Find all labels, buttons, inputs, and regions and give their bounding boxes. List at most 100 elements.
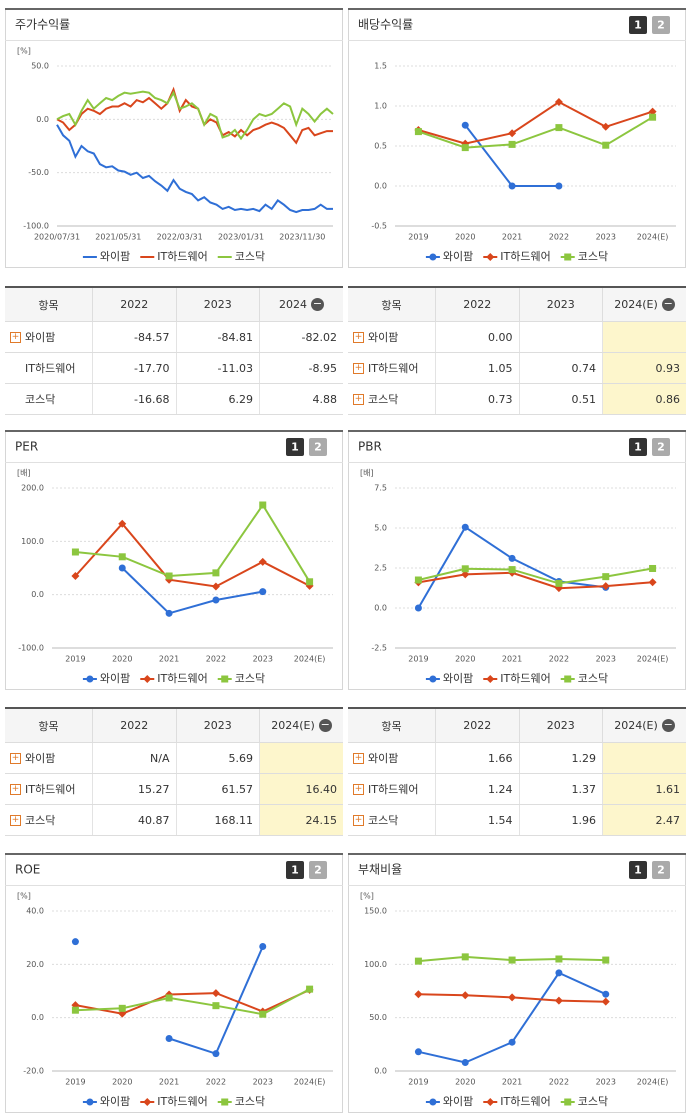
expand-icon[interactable]: + (353, 394, 364, 405)
tab-label[interactable]: 2 (314, 441, 322, 454)
chart-title: 주가수익률 (15, 18, 70, 32)
value-cell: 5.69 (176, 742, 260, 774)
header-cell: 2022 (435, 709, 520, 743)
tab-label[interactable]: 2 (314, 864, 322, 877)
cell-value: 0.73 (488, 392, 513, 406)
row-label-cell: + 와이팜 (348, 742, 436, 774)
cell-value: 1.61 (655, 782, 681, 796)
cell-value: 16.40 (305, 782, 338, 796)
x-tick-label: 2020 (455, 1078, 475, 1087)
tab-label[interactable]: 1 (634, 19, 642, 32)
value-cell: 2.47 (602, 804, 686, 836)
collapse-icon[interactable]: − (661, 297, 675, 312)
tab-button[interactable] (629, 438, 647, 456)
tab-label[interactable]: 1 (291, 864, 299, 877)
expand-icon[interactable]: + (10, 332, 21, 343)
panel-frame (5, 853, 343, 1113)
header-text: 항목 (381, 298, 402, 312)
point (71, 548, 79, 556)
expand-icon[interactable]: + (353, 815, 364, 826)
row-label-cell: + 와이팜 (348, 321, 436, 353)
y-unit: [%] (360, 892, 374, 901)
expand-icon[interactable]: + (353, 784, 364, 795)
series-line (74, 522, 311, 588)
chart-title: ROE (15, 863, 40, 877)
data-row: + IT하드웨어 1.24 1.37 1.61 (348, 773, 686, 805)
cell-value: 1.96 (571, 813, 597, 827)
chart-panel: 주가수익률 [%] -100.0 -50.0 0.0 50.0 2020/07/31 2021… (5, 8, 343, 268)
cell-value: 15.27 (138, 782, 170, 796)
tab-label[interactable]: 1 (291, 441, 299, 454)
tab-button[interactable] (652, 438, 670, 456)
header-cell: 2023 (176, 288, 260, 322)
expand-icon[interactable]: + (10, 784, 21, 795)
value-cell: 168.11 (176, 804, 260, 836)
point (461, 565, 469, 573)
data-table: 항목 2022 2023 2024− + 와이팜 -84.57 -84.81 -82.02 IT하… (5, 288, 343, 415)
legend-marker (221, 675, 229, 683)
x-tick-label: 2022 (206, 655, 226, 664)
tab-button[interactable] (652, 16, 670, 34)
point (165, 609, 173, 617)
y-tick-label: 100.0 (21, 537, 44, 546)
collapse-icon[interactable]: − (311, 297, 324, 312)
tab-button[interactable] (652, 861, 670, 879)
point (414, 604, 422, 612)
legend-marker (429, 1098, 437, 1106)
expand-icon[interactable]: + (10, 815, 21, 826)
header-text: 2024 (279, 297, 307, 311)
row-label-cell: + 코스닥 (348, 383, 436, 415)
data-row: + IT하드웨어 1.05 0.74 0.93 (348, 352, 686, 384)
x-tick-label: 2024(E) (637, 233, 669, 242)
collapse-icon[interactable]: − (318, 718, 332, 733)
point (258, 557, 267, 566)
point (602, 573, 610, 581)
value-cell: -17.70 (92, 352, 177, 384)
expand-icon[interactable]: + (353, 363, 364, 374)
value-cell: 0.00 (435, 321, 520, 353)
x-tick-label: 2021 (159, 655, 179, 664)
chart-panel: 배당수익률 1 2 -0.5 0.0 0.5 1.0 1.5 2019 2020 2021 2022 2… (348, 8, 686, 268)
tab-button[interactable] (286, 861, 304, 879)
point (461, 121, 469, 129)
cell-value: -8.95 (308, 361, 337, 375)
tab-label[interactable]: 2 (657, 441, 665, 454)
x-tick-label: 2021 (502, 1078, 522, 1087)
x-tick-label: 2022 (549, 1078, 569, 1087)
tab-label[interactable]: 2 (657, 19, 665, 32)
collapse-icon[interactable]: − (661, 718, 675, 733)
expand-icon[interactable]: + (353, 332, 364, 343)
tab-label[interactable]: 2 (657, 864, 665, 877)
point (414, 128, 422, 136)
table-body: 항목 2022 2023 2024(E) − + 와이팜 1.66 1.29 + IT하드웨어 1.2… (348, 709, 686, 836)
tab-button[interactable] (286, 438, 304, 456)
legend-marker (564, 1098, 572, 1106)
cell-value: -11.03 (217, 361, 253, 375)
x-tick-label: 2020 (112, 1078, 132, 1087)
tab-button[interactable] (309, 438, 327, 456)
cell-value: -82.02 (301, 330, 337, 344)
header-cell: 2024(E) − (259, 709, 343, 743)
expand-icon[interactable]: + (353, 753, 364, 764)
cell-value: 6.29 (228, 392, 254, 406)
header-row: 항목 2022 2023 2024(E) − (348, 709, 686, 743)
point (259, 1010, 267, 1018)
x-tick-label: 2021 (502, 233, 522, 242)
tab-button[interactable] (309, 861, 327, 879)
y-tick-label: 20.0 (26, 960, 44, 969)
point (602, 956, 610, 964)
tab-label[interactable]: 1 (634, 441, 642, 454)
expand-icon[interactable]: + (10, 753, 21, 764)
y-tick-label: 1.0 (374, 102, 387, 111)
value-cell: N/A (92, 742, 177, 774)
point (508, 566, 516, 574)
value-cell: 0.86 (602, 383, 686, 415)
x-tick-label: 2023 (596, 1078, 616, 1087)
tab-label[interactable]: 1 (634, 864, 642, 877)
tab-button[interactable] (629, 861, 647, 879)
tab-button[interactable] (629, 16, 647, 34)
point (71, 1006, 79, 1014)
value-cell: 0.51 (519, 383, 603, 415)
x-tick-label: 2023 (253, 1078, 273, 1087)
y-tick-label: 0.0 (36, 115, 49, 124)
